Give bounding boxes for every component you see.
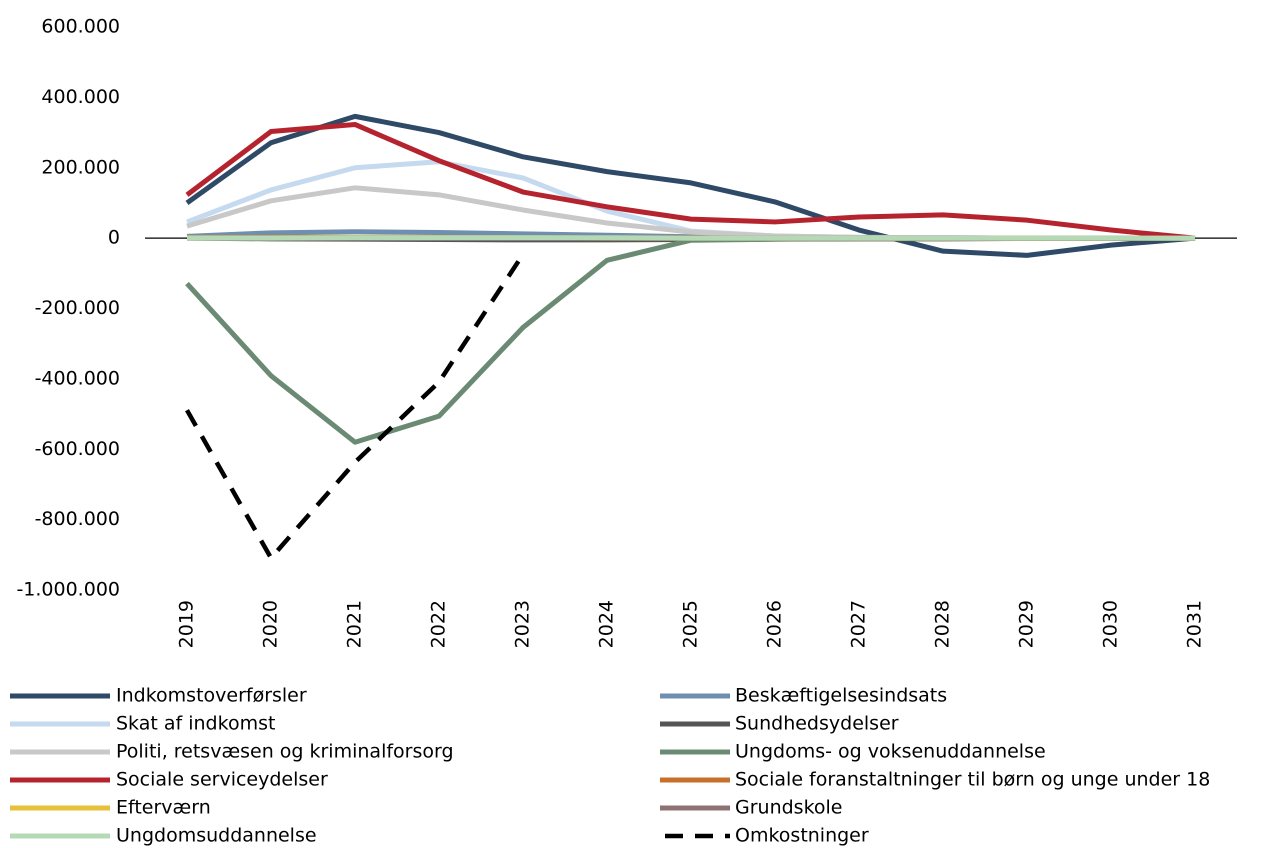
series-line: [185, 235, 1195, 445]
x-tick-label: 2029: [1016, 600, 1038, 648]
y-tick-label: -600.000: [35, 438, 120, 460]
x-tick-label: 2025: [680, 600, 702, 648]
x-tick-label: 2030: [1100, 600, 1122, 648]
legend-label: Indkomstoverførsler: [116, 685, 307, 707]
y-tick-label: 400.000: [41, 86, 120, 108]
x-tick-label: 2023: [512, 600, 534, 648]
y-tick-label: -1.000.000: [16, 579, 120, 601]
x-tick-label: 2020: [260, 600, 282, 648]
legend-label: Sociale serviceydelser: [116, 769, 328, 791]
x-tick-label: 2027: [848, 600, 870, 648]
legend-label: Politi, retsvæsen og kriminalforsorg: [116, 741, 454, 763]
y-tick-label: -800.000: [35, 508, 120, 530]
y-tick-label: 600.000: [41, 16, 120, 38]
series-line: [185, 253, 525, 561]
series-line: [185, 121, 1196, 241]
legend-label: Omkostninger: [735, 825, 869, 847]
legend-label: Ungdomsuddannelse: [116, 825, 317, 847]
legend-label: Efterværn: [116, 797, 211, 819]
x-tick-label: 2028: [932, 600, 954, 648]
legend-label: Sociale foranstaltninger til børn og ung…: [735, 769, 1210, 791]
legend-label: Skat af indkomst: [116, 713, 275, 735]
x-tick-label: 2031: [1184, 600, 1206, 648]
legend-label: Ungdoms- og voksenuddannelse: [735, 741, 1046, 763]
x-tick-label: 2021: [344, 600, 366, 648]
legend-label: Grundskole: [735, 797, 843, 819]
y-tick-label: -400.000: [35, 367, 120, 389]
x-tick-label: 2026: [764, 600, 786, 648]
x-tick-label: 2019: [176, 600, 198, 648]
series-line: [185, 113, 1196, 258]
y-tick-label: -200.000: [35, 297, 120, 319]
y-tick-label: 200.000: [41, 156, 120, 178]
series-line: [186, 159, 1195, 241]
x-tick-label: 2022: [428, 600, 450, 648]
legend-label: Beskæftigelsesindsats: [735, 685, 947, 707]
y-tick-label: 0: [108, 227, 120, 249]
x-tick-label: 2024: [596, 600, 618, 648]
legend-label: Sundhedsydelser: [735, 713, 899, 735]
